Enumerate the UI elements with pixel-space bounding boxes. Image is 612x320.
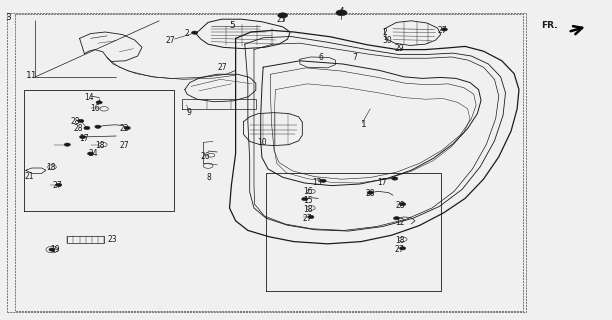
Circle shape	[392, 177, 398, 180]
Text: 18: 18	[395, 236, 405, 245]
Circle shape	[49, 248, 55, 251]
Text: 24: 24	[89, 149, 99, 158]
Text: 28: 28	[73, 124, 83, 133]
Circle shape	[302, 197, 308, 201]
Text: 4: 4	[338, 7, 344, 16]
Text: 6: 6	[318, 53, 323, 62]
Text: 13: 13	[312, 178, 322, 187]
Circle shape	[88, 152, 94, 155]
Circle shape	[84, 126, 90, 130]
Text: 27: 27	[165, 36, 175, 44]
Text: 2: 2	[185, 29, 190, 38]
Text: 30: 30	[382, 36, 392, 44]
Text: 9: 9	[187, 108, 192, 116]
Text: 3: 3	[5, 13, 10, 22]
Circle shape	[367, 191, 373, 194]
Text: 27: 27	[303, 214, 313, 223]
Text: 23: 23	[107, 236, 117, 244]
Text: 25: 25	[277, 15, 286, 24]
Text: 16: 16	[303, 188, 313, 196]
Text: 16: 16	[90, 104, 100, 113]
Text: 17: 17	[80, 134, 89, 143]
Text: 15: 15	[303, 196, 313, 205]
Text: 28: 28	[366, 189, 376, 198]
Text: 29: 29	[395, 44, 405, 53]
Bar	[67, 236, 104, 243]
Circle shape	[336, 10, 347, 16]
Text: 14: 14	[84, 93, 94, 102]
Circle shape	[400, 203, 406, 206]
Circle shape	[394, 217, 400, 220]
Text: FR.: FR.	[542, 21, 558, 30]
Text: 21: 21	[24, 172, 34, 180]
Text: 27: 27	[52, 181, 62, 190]
Text: 12: 12	[395, 218, 405, 227]
Text: 27: 27	[217, 63, 227, 72]
Circle shape	[80, 135, 86, 139]
Circle shape	[192, 31, 198, 34]
Circle shape	[320, 179, 326, 182]
Text: 19: 19	[50, 245, 60, 254]
Circle shape	[56, 183, 62, 187]
Text: 26: 26	[201, 152, 211, 161]
Text: 10: 10	[257, 138, 267, 147]
Circle shape	[400, 247, 406, 250]
Text: 18: 18	[46, 163, 56, 172]
Circle shape	[278, 13, 288, 18]
Text: 28: 28	[70, 117, 80, 126]
Circle shape	[96, 101, 102, 104]
Text: 27: 27	[395, 245, 405, 254]
Text: 27: 27	[438, 26, 447, 35]
Text: 18: 18	[303, 205, 313, 214]
Text: 11: 11	[26, 71, 37, 80]
Text: 22: 22	[120, 124, 130, 132]
Circle shape	[78, 119, 84, 123]
Text: 1: 1	[361, 120, 367, 129]
Text: 2: 2	[382, 28, 387, 36]
Circle shape	[441, 28, 447, 31]
Circle shape	[308, 215, 314, 219]
Text: 18: 18	[95, 141, 105, 150]
Text: 28: 28	[396, 201, 406, 210]
Text: 8: 8	[207, 173, 212, 182]
Circle shape	[64, 143, 70, 146]
Text: 5: 5	[230, 21, 235, 30]
Text: 27: 27	[120, 141, 130, 150]
Circle shape	[95, 125, 101, 128]
Text: 17: 17	[378, 178, 387, 187]
Text: 7: 7	[352, 53, 357, 62]
Circle shape	[124, 126, 130, 130]
